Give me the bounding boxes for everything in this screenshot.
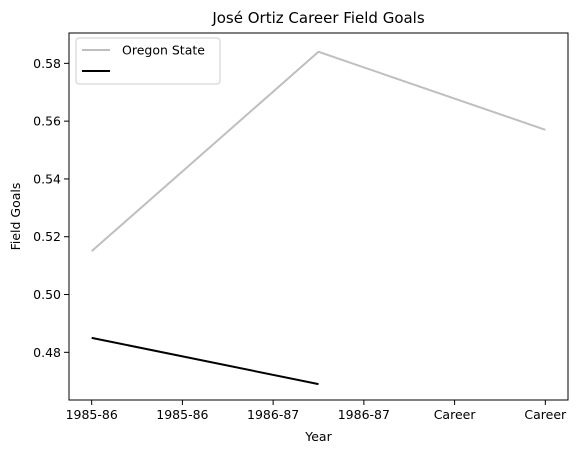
legend-label: Oregon State <box>122 43 205 58</box>
x-tick-label: 1986-87 <box>338 407 390 422</box>
series-line-1 <box>91 50 546 252</box>
chart-title: José Ortiz Career Field Goals <box>211 9 425 27</box>
x-tick-label: 1985-86 <box>66 407 118 422</box>
x-tick-label: Career <box>434 407 477 422</box>
legend-box <box>75 37 221 85</box>
y-tick-label: 0.52 <box>33 229 61 244</box>
y-axis-label: Field Goals <box>8 183 23 251</box>
y-tick-label: 0.56 <box>33 114 61 129</box>
x-tick-label: Career <box>524 407 567 422</box>
y-axis: 0.48 0.50 0.52 0.54 0.56 0.58 <box>33 56 69 360</box>
y-tick-label: 0.48 <box>33 345 61 360</box>
series-layer <box>91 50 546 386</box>
plot-area-frame <box>68 32 569 401</box>
x-axis-label: Year <box>304 429 332 444</box>
legend: Oregon State <box>75 37 221 85</box>
y-tick-label: 0.58 <box>33 56 61 71</box>
x-tick-label: 1985-86 <box>156 407 208 422</box>
x-tick-label: 1986-87 <box>247 407 299 422</box>
y-tick-label: 0.54 <box>33 171 61 186</box>
x-axis: 1985-86 1985-86 1986-87 1986-87 Career Career <box>66 400 567 422</box>
y-tick-label: 0.50 <box>33 287 61 302</box>
series-line-2 <box>91 336 319 386</box>
